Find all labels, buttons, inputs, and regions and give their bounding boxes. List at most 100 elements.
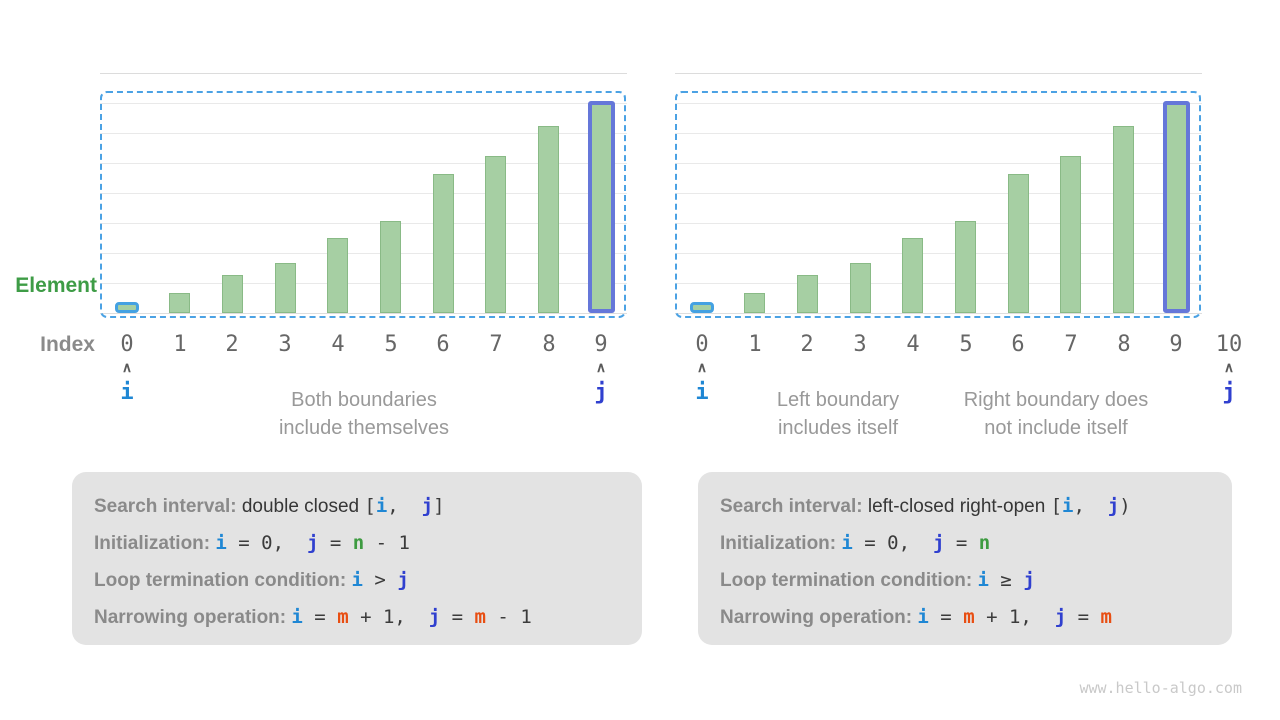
code-token-code: 1: [382, 606, 395, 628]
pointer-label-i: i: [120, 380, 134, 405]
caret-under-j: ∧: [1223, 359, 1235, 375]
row-label: Loop termination condition:: [94, 570, 352, 591]
code-token-code: =: [440, 606, 475, 628]
code-token-i: i: [291, 606, 303, 628]
row-label: Search interval:: [720, 496, 868, 517]
row-label: Search interval:: [94, 496, 242, 517]
gridline: [675, 313, 1202, 314]
info-row-2: Loop termination condition: i ≥ j: [720, 562, 1222, 599]
code-token-code: 1: [520, 606, 532, 628]
annotation-line: includes itself: [777, 417, 899, 439]
info-row-1: Initialization: i = 0, j = n: [720, 525, 1222, 562]
gridline: [675, 253, 1202, 254]
index-label-3: 3: [278, 332, 292, 357]
bar-index-6: [433, 174, 454, 313]
code-token-j: j: [428, 606, 441, 628]
code-token-j: j: [932, 532, 945, 554]
annotation-line: not include itself: [984, 417, 1128, 439]
bar-index-8: [1113, 126, 1134, 313]
code-token-code: 1: [398, 532, 410, 554]
bar-index-2: [222, 275, 243, 313]
index-label-0: 0: [120, 332, 134, 357]
index-label-0: 0: [695, 332, 709, 357]
code-token-code: -: [364, 532, 399, 554]
code-token-code: >: [362, 569, 398, 591]
code-token-j: j: [1054, 606, 1067, 628]
watermark-url: www.hello-algo.com: [1079, 679, 1242, 697]
code-token-code: 0: [887, 532, 899, 554]
info-row-0: Search interval: double closed [i, j]: [94, 488, 632, 525]
pointer-label-j: j: [594, 380, 608, 405]
code-token-code: ,: [898, 532, 933, 554]
info-box-double-closed: Search interval: double closed [i, j] Ini…: [72, 472, 642, 645]
annotation-text: Left boundary includes itself: [698, 386, 978, 442]
code-token-code: -: [485, 606, 521, 628]
code-token-plain: double closed: [241, 496, 365, 517]
info-box-left-closed-right-open: Search interval: left-closed right-open …: [698, 472, 1232, 645]
caret-under-i: ∧: [696, 359, 708, 375]
code-token-code: ,: [272, 532, 307, 554]
panel-left-closed-right-open-chart: 0 1 2 3 4 5 6 7 8 9 10 ∧ i ∧ j Left boundary includes it…: [675, 60, 1242, 460]
annotation-text: Both boundaries include themselves: [224, 386, 504, 442]
index-label-4: 4: [331, 332, 345, 357]
gridline: [675, 163, 1202, 164]
code-token-m: m: [1100, 606, 1112, 628]
interval-dashed-outline: [675, 91, 1201, 318]
gridline: [100, 103, 627, 104]
code-token-code: =: [928, 606, 964, 628]
gridline: [100, 313, 627, 314]
bar-i-boundary: [690, 302, 714, 313]
gridline: [100, 73, 627, 74]
index-label-8: 8: [1117, 332, 1131, 357]
bar-index-6: [1008, 174, 1029, 313]
code-token-i: i: [1062, 495, 1074, 517]
code-token-code: ,: [387, 495, 422, 517]
code-token-code: +: [348, 606, 383, 628]
code-token-code: =: [226, 532, 262, 554]
info-row-3: Narrowing operation: i = m + 1, j = m - …: [94, 599, 632, 636]
caret-under-i: ∧: [121, 359, 133, 375]
bar-index-3: [850, 263, 871, 313]
code-token-code: =: [302, 606, 338, 628]
code-token-code: =: [852, 532, 888, 554]
bar-index-5: [380, 221, 401, 313]
gridline: [675, 73, 1202, 74]
row-label: Narrowing operation:: [720, 607, 918, 628]
gridline: [675, 223, 1202, 224]
index-label-1: 1: [173, 332, 187, 357]
index-label-2: 2: [225, 332, 239, 357]
gridline: [100, 163, 627, 164]
code-token-code: ): [1119, 495, 1131, 517]
bar-index-1: [169, 293, 190, 313]
bar-index-1: [744, 293, 765, 313]
row-label: Initialization:: [720, 533, 842, 554]
index-label-10: 10: [1215, 332, 1243, 357]
gridline: [675, 193, 1202, 194]
code-token-code: =: [1066, 606, 1101, 628]
code-token-code: ≥: [988, 569, 1024, 591]
row-label: Narrowing operation:: [94, 607, 292, 628]
info-row-0: Search interval: left-closed right-open …: [720, 488, 1222, 525]
bar-i-boundary: [115, 302, 139, 313]
code-token-i: i: [917, 606, 929, 628]
code-token-i: i: [841, 532, 853, 554]
pointer-label-j: j: [1222, 380, 1236, 405]
code-token-i: i: [375, 495, 388, 517]
info-row-1: Initialization: i = 0, j = n - 1: [94, 525, 632, 562]
index-axis-label: Index: [40, 333, 95, 356]
gridline: [675, 133, 1202, 134]
annotation-line: include themselves: [278, 417, 450, 439]
index-label-9: 9: [1169, 332, 1183, 357]
annotation-line: Left boundary: [776, 389, 900, 411]
bar-index-4: [327, 238, 348, 313]
code-token-code: +: [974, 606, 1009, 628]
code-token-i: i: [977, 569, 989, 591]
row-label: Initialization:: [94, 533, 216, 554]
gridline: [100, 283, 627, 284]
panel-double-closed-chart: 0 1 2 3 4 5 6 7 8 9 ∧ i ∧ j Both boundaries include the…: [100, 60, 627, 460]
index-label-8: 8: [542, 332, 556, 357]
element-axis-label: Element: [15, 274, 97, 297]
interval-dashed-outline: [100, 91, 626, 318]
code-token-code: 0: [261, 532, 273, 554]
